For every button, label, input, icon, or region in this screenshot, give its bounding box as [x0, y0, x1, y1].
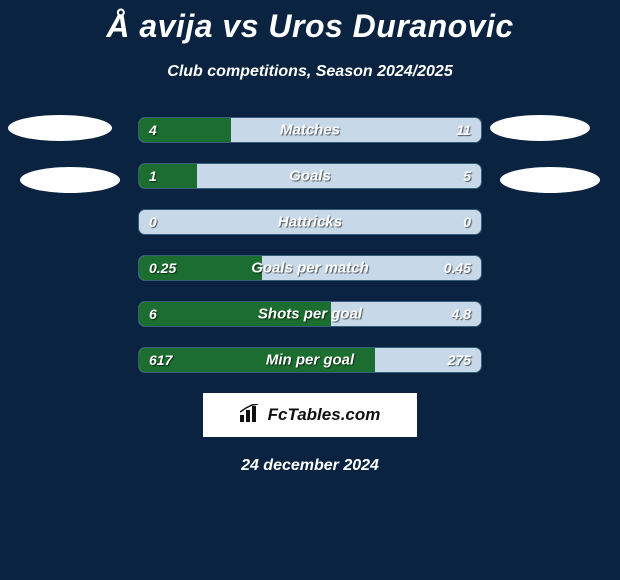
page-title: Å avija vs Uros Duranovic — [0, 0, 620, 45]
decor-ellipse — [20, 167, 120, 193]
value-right: 11 — [456, 122, 471, 138]
value-left: 6 — [149, 306, 157, 322]
value-right: 4.8 — [452, 306, 471, 322]
stat-label: Min per goal — [266, 352, 354, 369]
stat-row: 6 Shots per goal 4.8 — [138, 301, 482, 327]
branding-text: FcTables.com — [268, 405, 381, 425]
value-left: 1 — [149, 168, 157, 184]
stat-label: Goals — [289, 168, 331, 185]
value-right: 0 — [463, 214, 471, 230]
bar-left — [139, 164, 197, 188]
stat-row: 0 Hattricks 0 — [138, 209, 482, 235]
stat-rows: 4Matches111Goals50Hattricks00.25Goals pe… — [138, 117, 482, 373]
stat-row: 4 Matches 11 — [138, 117, 482, 143]
comparison-area: 4Matches111Goals50Hattricks00.25Goals pe… — [0, 117, 620, 373]
value-left: 617 — [149, 352, 172, 368]
stat-row: 1 Goals 5 — [138, 163, 482, 189]
stat-label: Shots per goal — [258, 306, 362, 323]
stat-label: Goals per match — [251, 260, 369, 277]
decor-ellipse — [490, 115, 590, 141]
value-right: 275 — [448, 352, 471, 368]
value-right: 5 — [463, 168, 471, 184]
stat-row: 0.25 Goals per match 0.45 — [138, 255, 482, 281]
subtitle: Club competitions, Season 2024/2025 — [0, 63, 620, 81]
value-right: 0.45 — [444, 260, 471, 276]
value-left: 0 — [149, 214, 157, 230]
stat-label: Matches — [280, 122, 340, 139]
decor-ellipse — [8, 115, 112, 141]
bars-icon — [240, 404, 262, 427]
decor-ellipse — [500, 167, 600, 193]
stat-label: Hattricks — [278, 214, 342, 231]
branding-box: FcTables.com — [203, 393, 417, 437]
stat-row: 617 Min per goal 275 — [138, 347, 482, 373]
value-left: 0.25 — [149, 260, 176, 276]
date-text: 24 december 2024 — [0, 457, 620, 475]
value-left: 4 — [149, 122, 157, 138]
